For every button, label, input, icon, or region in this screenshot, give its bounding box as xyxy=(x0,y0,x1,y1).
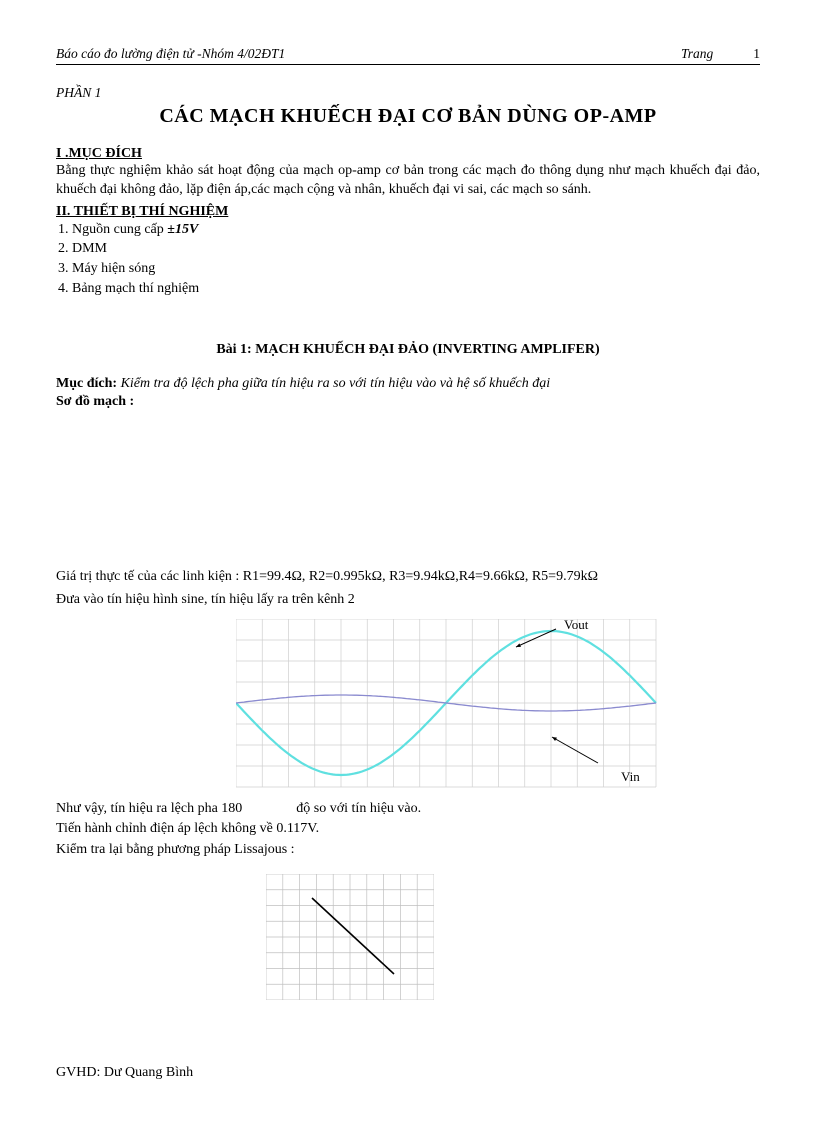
sine-chart: Vout Vin xyxy=(236,619,760,793)
after-line3: Kiểm tra lại bằng phương pháp Lissajous … xyxy=(56,840,760,860)
equip-item-3: 3. Máy hiện sóng xyxy=(58,259,760,279)
section1-heading: I .MỤC ĐÍCH xyxy=(56,146,760,162)
equip-item-4: 4. Bảng mạch thí nghiệm xyxy=(58,279,760,299)
equip-item-2: 2. DMM xyxy=(58,239,760,259)
mucdich-text: Kiểm tra độ lệch pha giữa tín hiệu ra so… xyxy=(117,376,550,391)
header-page-number: 1 xyxy=(753,46,760,62)
vout-label: Vout xyxy=(564,617,588,633)
circuit-diagram-placeholder xyxy=(56,416,760,566)
vin-label: Vin xyxy=(621,769,640,785)
lissajous-chart xyxy=(266,874,760,1005)
supply-symbol: ±15V xyxy=(167,222,198,237)
page-header: Báo cáo đo lường điện tử -Nhóm 4/02ĐT1 T… xyxy=(56,46,760,65)
component-line2: Đưa vào tín hiệu hình sine, tín hiệu lấy… xyxy=(56,589,760,611)
sodo-label: Sơ đồ mạch : xyxy=(56,394,760,410)
section2-heading: II. THIẾT BỊ THÍ NGHIỆM xyxy=(56,204,760,220)
bai1-mucdich: Mục đích: Kiểm tra độ lệch pha giữa tín … xyxy=(56,376,760,392)
component-line1: Giá trị thực tế của các linh kiện : R1=9… xyxy=(56,566,760,588)
header-right: Trang 1 xyxy=(681,46,760,62)
component-values: Giá trị thực tế của các linh kiện : R1=9… xyxy=(56,566,760,611)
header-page-label: Trang xyxy=(681,46,713,62)
section1-body: Bằng thực nghiệm khảo sát hoạt động của … xyxy=(56,162,760,200)
main-title: CÁC MẠCH KHUẾCH ĐẠI CƠ BẢN DÙNG OP-AMP xyxy=(56,105,760,128)
mucdich-label: Mục đích: xyxy=(56,376,117,391)
part-label: PHẦN 1 xyxy=(56,85,760,101)
bai1-title: Bài 1: MẠCH KHUẾCH ĐẠI ĐẢO (INVERTING AM… xyxy=(56,342,760,358)
equipment-list: 1. Nguồn cung cấp ±15V 2. DMM 3. Máy hiệ… xyxy=(58,220,760,298)
after-line2: Tiến hành chỉnh điện áp lệch không về 0.… xyxy=(56,819,760,839)
footer: GVHD: Dư Quang Bình xyxy=(56,1065,193,1081)
after-line1: Như vậy, tín hiệu ra lệch pha 180độ so v… xyxy=(56,799,760,819)
header-left: Báo cáo đo lường điện tử -Nhóm 4/02ĐT1 xyxy=(56,46,285,62)
after-chart-text: Như vậy, tín hiệu ra lệch pha 180độ so v… xyxy=(56,799,760,860)
equip-item-1: 1. Nguồn cung cấp ±15V xyxy=(58,220,760,240)
